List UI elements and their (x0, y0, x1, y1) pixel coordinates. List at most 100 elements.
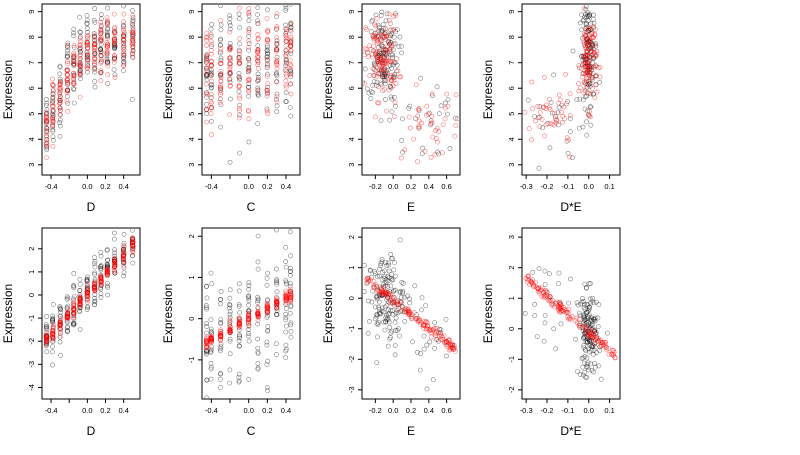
data-point (84, 17, 90, 23)
y-tick-label: 6 (27, 86, 36, 90)
data-point (274, 109, 280, 115)
data-point (98, 249, 104, 255)
data-point (560, 113, 566, 119)
data-point (371, 43, 377, 49)
data-point (78, 71, 83, 77)
data-point (382, 327, 388, 333)
data-point (71, 54, 77, 59)
data-point (591, 341, 597, 347)
data-point (255, 300, 260, 305)
data-point (236, 71, 242, 76)
data-point (57, 321, 63, 327)
data-point (594, 299, 599, 305)
data-point (236, 324, 242, 330)
data-point (255, 49, 261, 55)
y-tick-label: 9 (347, 10, 356, 14)
data-point (288, 72, 293, 77)
data-point (50, 143, 56, 149)
data-point (265, 84, 270, 90)
data-point (274, 312, 280, 318)
data-point (255, 21, 261, 27)
data-point (415, 107, 421, 113)
data-point (246, 41, 252, 46)
data-point (209, 132, 214, 138)
data-point (65, 100, 71, 106)
data-point (583, 374, 588, 380)
data-point (562, 307, 568, 312)
data-point (597, 80, 602, 85)
data-point (92, 302, 97, 308)
data-point (417, 367, 423, 373)
data-point (217, 72, 223, 78)
data-point (255, 345, 261, 351)
data-point (409, 339, 415, 345)
data-point (365, 298, 371, 304)
data-point (382, 81, 388, 87)
data-point (598, 337, 604, 343)
data-point (274, 11, 280, 17)
data-point (363, 81, 367, 87)
data-point (416, 106, 422, 112)
data-point (58, 94, 63, 99)
data-point (365, 275, 371, 281)
data-point (443, 316, 449, 322)
data-point (283, 278, 288, 283)
data-point (576, 310, 582, 316)
data-point (386, 311, 392, 316)
data-point (382, 58, 388, 64)
data-point (78, 296, 83, 302)
data-point (130, 240, 136, 246)
data-point (65, 315, 71, 321)
data-point (50, 128, 56, 134)
data-point (98, 70, 103, 76)
data-point (390, 299, 396, 304)
data-point (393, 310, 399, 316)
data-point (564, 310, 569, 316)
data-point (227, 22, 233, 28)
data-point (112, 250, 117, 256)
data-point (227, 295, 233, 301)
data-point (402, 294, 407, 300)
data-point (376, 71, 382, 77)
data-point (273, 341, 279, 347)
data-point (43, 335, 49, 341)
data-point (217, 37, 223, 43)
data-point (78, 45, 83, 51)
y-tick-label: 5 (27, 112, 36, 116)
data-point (588, 122, 594, 128)
data-point (584, 84, 590, 90)
data-point (577, 313, 583, 318)
data-point (387, 84, 393, 89)
data-point (374, 16, 380, 21)
data-point (434, 84, 440, 90)
data-point (398, 43, 404, 49)
data-point (208, 38, 214, 44)
data-point (209, 344, 215, 350)
data-point (264, 275, 270, 281)
data-point (581, 345, 587, 350)
data-point (64, 67, 70, 72)
data-point (255, 74, 261, 80)
data-point (390, 256, 395, 262)
data-point (283, 342, 289, 348)
data-point (105, 292, 111, 298)
data-point (111, 268, 117, 274)
data-point (578, 301, 584, 307)
data-point (399, 138, 405, 143)
data-point (388, 283, 394, 289)
data-point (246, 38, 252, 44)
data-point (591, 16, 596, 22)
data-point (92, 286, 98, 291)
data-point (372, 114, 378, 120)
data-point (255, 233, 261, 239)
data-point (391, 267, 397, 273)
data-point (584, 14, 589, 20)
data-point (265, 306, 271, 312)
data-point (105, 81, 110, 86)
data-point (591, 12, 596, 18)
data-point (71, 321, 77, 326)
data-point (98, 38, 104, 44)
data-point (585, 12, 591, 18)
data-point (44, 147, 50, 153)
data-point (50, 92, 56, 97)
